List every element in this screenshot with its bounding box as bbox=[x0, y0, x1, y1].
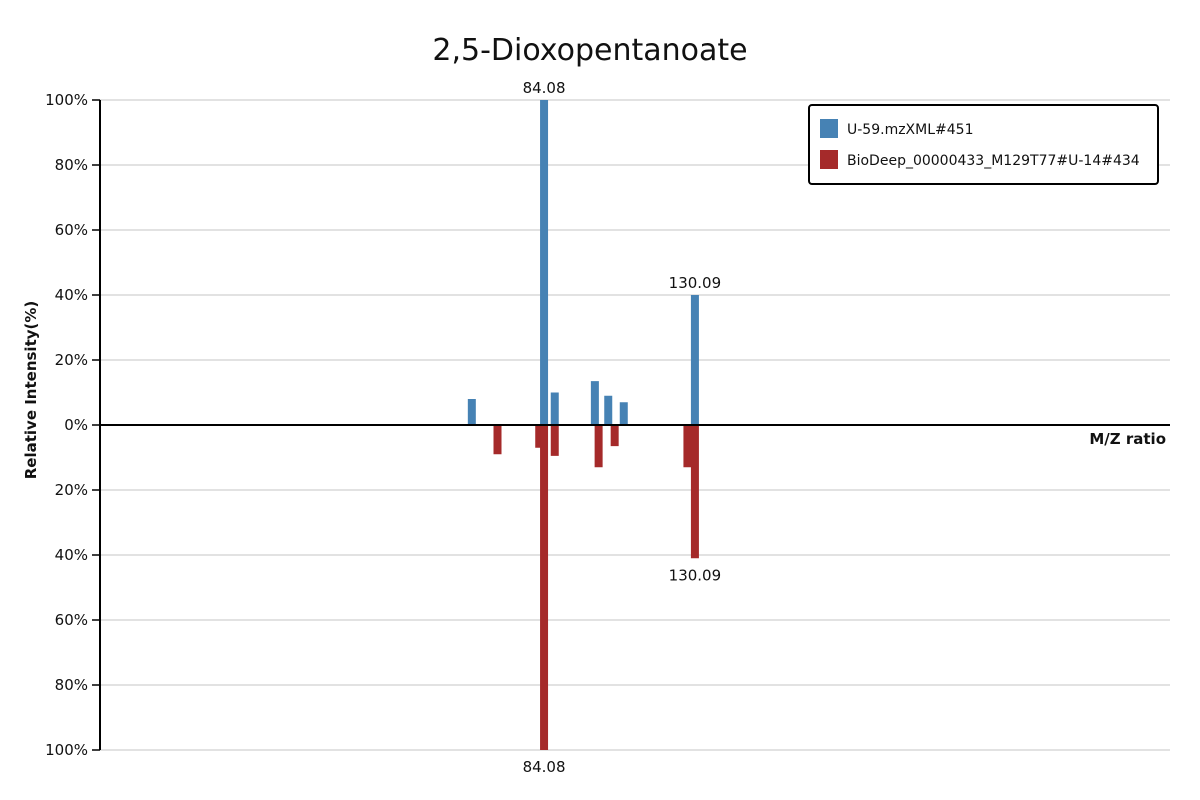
reference-peak-bar bbox=[493, 425, 502, 455]
reference-peak-bar bbox=[683, 425, 692, 468]
reference-peak-bar bbox=[535, 425, 544, 448]
query-peak-bar bbox=[540, 100, 549, 425]
reference-peak-bar bbox=[550, 425, 559, 456]
y-tick-label: 80% bbox=[55, 676, 88, 694]
y-tick-label: 60% bbox=[55, 611, 88, 629]
y-tick-label: 80% bbox=[55, 156, 88, 174]
query-peak-bar bbox=[467, 399, 476, 425]
y-tick-label: 60% bbox=[55, 221, 88, 239]
x-axis-label: M/Z ratio bbox=[1089, 430, 1166, 448]
query-peak-label: 84.08 bbox=[523, 79, 566, 97]
reference-peak-bar bbox=[690, 425, 699, 559]
reference-peak-bar bbox=[610, 425, 619, 447]
y-tick-label: 40% bbox=[55, 286, 88, 304]
bars bbox=[467, 100, 699, 750]
legend-label-reference: BioDeep_00000433_M129T77#U-14#434 bbox=[847, 153, 1140, 169]
y-tick-label: 20% bbox=[55, 351, 88, 369]
axes bbox=[99, 100, 1170, 750]
y-tick-labels: 100% 80% 60% 40% 20% 0% 20% 40% 60% 80% 100% bbox=[45, 91, 100, 759]
query-peak-bar bbox=[590, 381, 599, 425]
y-tick-label: 20% bbox=[55, 481, 88, 499]
query-peak-bar bbox=[550, 392, 559, 425]
query-peak-bar bbox=[690, 295, 699, 425]
reference-peak-bar bbox=[540, 425, 549, 750]
y-tick-label: 100% bbox=[45, 91, 88, 109]
query-peak-label: 130.09 bbox=[669, 274, 722, 292]
reference-peak-bar bbox=[594, 425, 603, 468]
peak-labels: 84.08 130.09 84.08 130.09 bbox=[523, 79, 722, 776]
grid-lines bbox=[100, 99, 1170, 751]
legend-box bbox=[808, 104, 1159, 185]
query-peak-bar bbox=[619, 402, 628, 425]
reference-peak-label: 130.09 bbox=[669, 566, 722, 584]
y-tick-label: 0% bbox=[64, 416, 88, 434]
legend-swatch-query bbox=[820, 119, 838, 138]
query-peak-bar bbox=[604, 395, 613, 425]
reference-peak-label: 84.08 bbox=[523, 758, 566, 776]
legend-label-query: U-59.mzXML#451 bbox=[847, 122, 973, 138]
chart-title: 2,5-Dioxopentanoate bbox=[432, 33, 747, 68]
legend-swatch-reference bbox=[820, 150, 838, 169]
y-tick-label: 100% bbox=[45, 741, 88, 759]
legend: U-59.mzXML#451 BioDeep_00000433_M129T77#… bbox=[808, 104, 1159, 185]
y-axis-label: Relative Intensity(%) bbox=[22, 301, 40, 480]
y-tick-label: 40% bbox=[55, 546, 88, 564]
